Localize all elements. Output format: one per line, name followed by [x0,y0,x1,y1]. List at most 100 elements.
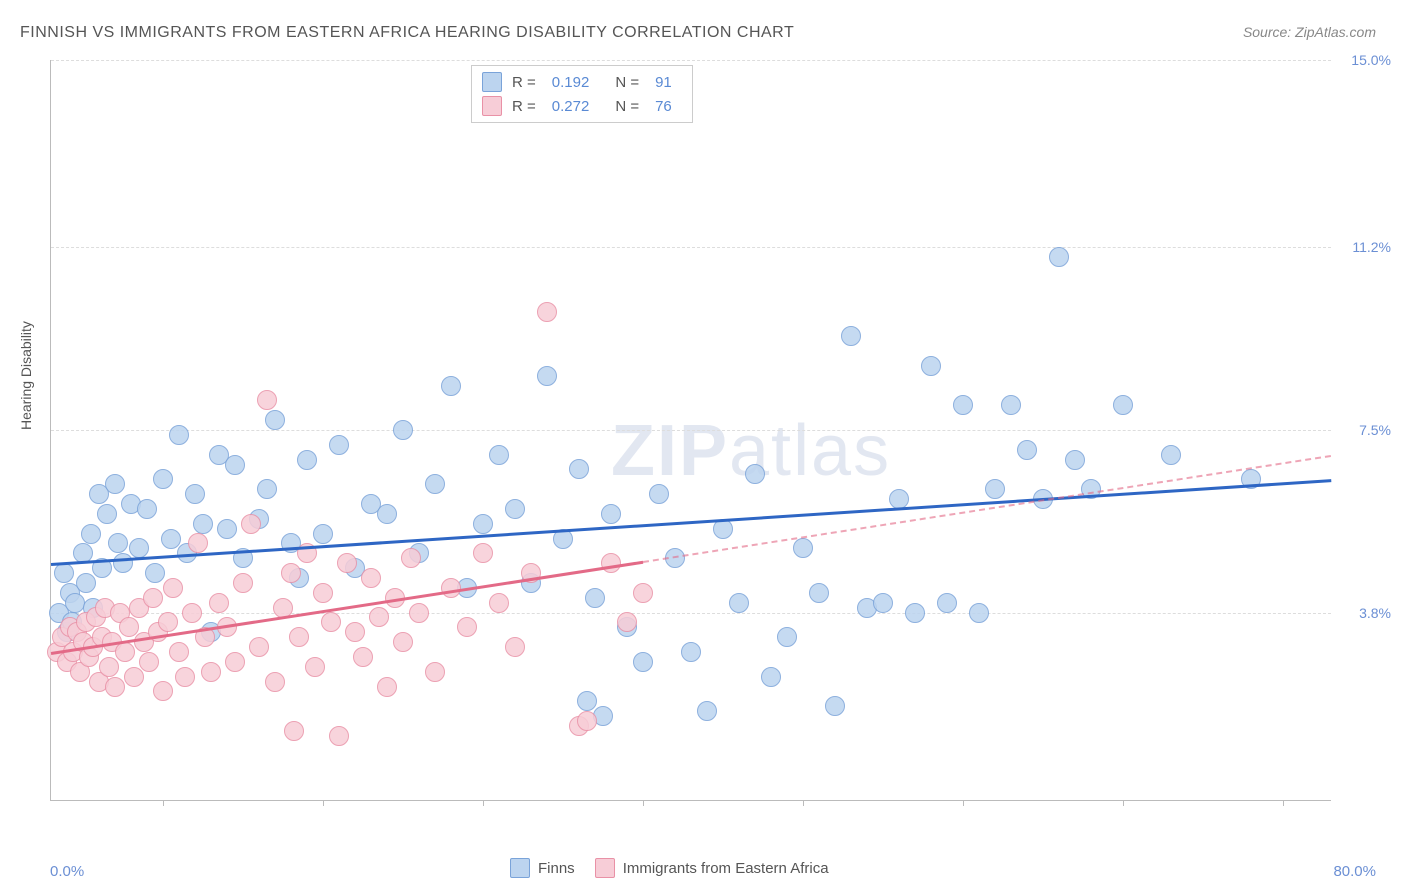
scatter-point [985,479,1005,499]
scatter-point [353,647,373,667]
stat-r-value: 0.192 [552,74,590,91]
scatter-point [473,514,493,534]
scatter-point [537,302,557,322]
scatter-point [153,469,173,489]
scatter-point [873,593,893,613]
scatter-point [143,588,163,608]
chart-title: FINNISH VS IMMIGRANTS FROM EASTERN AFRIC… [20,24,794,42]
scatter-point [161,529,181,549]
scatter-point [601,504,621,524]
scatter-point [401,548,421,568]
scatter-point [329,726,349,746]
scatter-point [225,652,245,672]
scatter-point [1113,395,1133,415]
scatter-point [473,543,493,563]
scatter-point [139,652,159,672]
scatter-point [337,553,357,573]
scatter-point [729,593,749,613]
stat-n-value: 76 [655,98,672,115]
stats-row: R = 0.192 N = 91 [482,70,678,94]
scatter-point [393,420,413,440]
scatter-point [281,563,301,583]
y-tick-label: 3.8% [1359,605,1391,621]
scatter-point [793,538,813,558]
scatter-point [241,514,261,534]
scatter-point [284,721,304,741]
stat-r-label: R = [512,74,536,91]
scatter-point [1065,450,1085,470]
scatter-point [225,455,245,475]
legend-swatch [595,858,615,878]
scatter-point [188,533,208,553]
legend-swatch [482,72,502,92]
scatter-point [1001,395,1021,415]
x-axis-min-label: 0.0% [50,863,84,880]
scatter-point [377,677,397,697]
legend-item: Immigrants from Eastern Africa [595,858,829,878]
gridline [51,247,1331,248]
scatter-point [329,435,349,455]
scatter-point [175,667,195,687]
x-tick [1283,800,1284,806]
scatter-point [617,612,637,632]
scatter-point [169,425,189,445]
scatter-point [297,450,317,470]
x-tick [963,800,964,806]
scatter-point [113,553,133,573]
y-tick-label: 15.0% [1351,52,1391,68]
scatter-point [145,563,165,583]
scatter-point [345,622,365,642]
scatter-point [321,612,341,632]
scatter-point [697,701,717,721]
scatter-point [313,583,333,603]
scatter-point [76,573,96,593]
legend-label: Finns [538,860,575,877]
legend-swatch [482,96,502,116]
scatter-point [105,677,125,697]
scatter-point [169,642,189,662]
scatter-point [825,696,845,716]
scatter-point [153,681,173,701]
stat-n-value: 91 [655,74,672,91]
scatter-point [505,499,525,519]
scatter-point [489,445,509,465]
x-tick [803,800,804,806]
scatter-point [409,603,429,623]
scatter-point [249,637,269,657]
scatter-point [969,603,989,623]
source-prefix: Source: [1243,24,1295,40]
scatter-point [1049,247,1069,267]
legend-swatch [510,858,530,878]
scatter-point [1161,445,1181,465]
gridline [51,430,1331,431]
source-name: ZipAtlas.com [1295,24,1376,40]
scatter-point [745,464,765,484]
scatter-point [681,642,701,662]
scatter-point [209,593,229,613]
scatter-point [649,484,669,504]
scatter-point [1017,440,1037,460]
scatter-point [369,607,389,627]
y-tick-label: 7.5% [1359,422,1391,438]
scatter-point [937,593,957,613]
scatter-point [54,563,74,583]
plot-area: ZIPatlas R =0.192N =91R =0.272N =76 3.8%… [50,60,1331,801]
x-tick [323,800,324,806]
scatter-point [257,479,277,499]
stat-n-label: N = [615,74,639,91]
stat-n-label: N = [615,98,639,115]
scatter-point [97,504,117,524]
scatter-point [185,484,205,504]
scatter-point [633,583,653,603]
source-attribution: Source: ZipAtlas.com [1243,24,1376,40]
scatter-point [585,588,605,608]
scatter-point [457,617,477,637]
scatter-point [577,711,597,731]
scatter-point [577,691,597,711]
watermark-bold: ZIP [611,411,729,491]
scatter-point [129,538,149,558]
scatter-point [115,642,135,662]
y-axis-label: Hearing Disability [18,321,34,430]
scatter-point [305,657,325,677]
scatter-point [265,672,285,692]
